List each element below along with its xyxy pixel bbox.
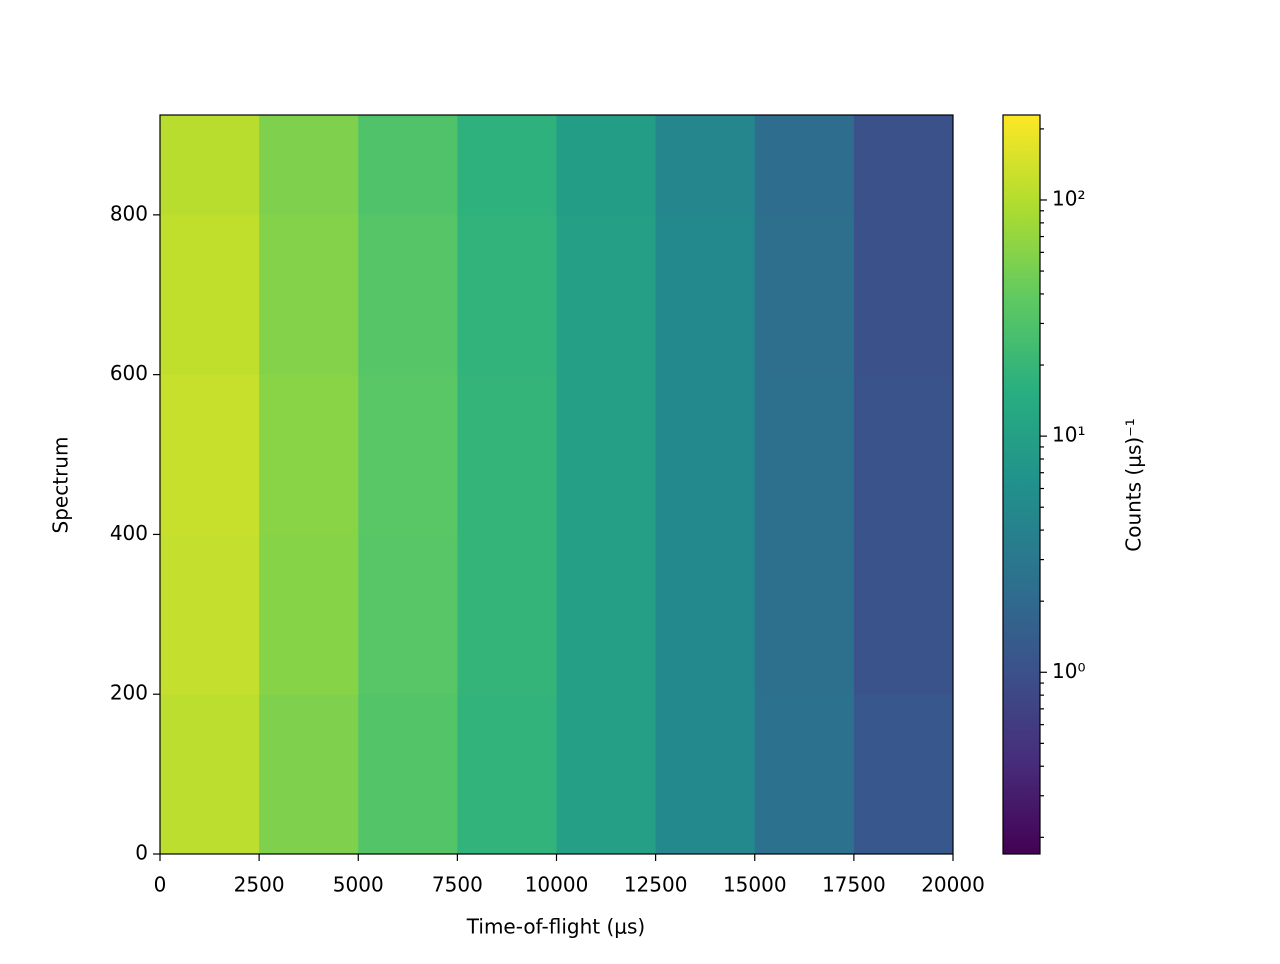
heatmap-cell: [457, 534, 557, 695]
x-axis-label: Time-of-flight (μs): [466, 915, 645, 939]
heatmap-cell: [358, 694, 458, 855]
heatmap-cell: [259, 694, 359, 855]
heatmap-cell: [853, 115, 954, 216]
heatmap-cell: [556, 115, 657, 216]
heatmap-cell: [358, 214, 458, 376]
colorbar-tick-label: 10¹: [1052, 423, 1085, 447]
heatmap-cell: [457, 694, 557, 855]
y-tick-label: 800: [110, 201, 148, 225]
heatmap-cell: [556, 694, 657, 855]
heatmap-cell: [655, 214, 756, 376]
heatmap-cell: [754, 534, 855, 695]
heatmap-cell: [457, 214, 557, 376]
heatmap-cell: [853, 694, 954, 855]
heatmap-cell: [853, 214, 954, 376]
heatmap-cell: [160, 374, 260, 535]
heatmap-cell: [259, 115, 359, 216]
x-tick-label: 15000: [723, 873, 787, 897]
x-tick-label: 2500: [234, 873, 285, 897]
heatmap-cell: [259, 374, 359, 535]
y-tick-label: 600: [110, 361, 148, 385]
heatmap-cell: [160, 214, 260, 376]
heatmap-cell: [556, 214, 657, 376]
heatmap-cell: [754, 694, 855, 855]
colorbar-tick-label: 10⁰: [1052, 659, 1085, 683]
x-tick-label: 7500: [432, 873, 483, 897]
x-tick-label: 0: [154, 873, 167, 897]
heatmap-cell: [457, 115, 557, 216]
x-tick-label: 20000: [921, 873, 985, 897]
heatmap-cell: [160, 694, 260, 855]
colorbar-label: Counts (μs)⁻¹: [1122, 418, 1146, 552]
heatmap-cell: [556, 374, 657, 535]
heatmap-cell: [358, 374, 458, 535]
heatmap-cell: [358, 115, 458, 216]
heatmap-cell: [754, 374, 855, 535]
heatmap-cell: [853, 374, 954, 535]
y-tick-label: 400: [110, 521, 148, 545]
heatmap-cell: [655, 534, 756, 695]
x-tick-label: 12500: [624, 873, 688, 897]
heatmap-cell: [655, 694, 756, 855]
colorbar-tick-label: 10²: [1052, 186, 1085, 210]
heatmap-cell: [655, 115, 756, 216]
heatmap-cell: [655, 374, 756, 535]
colorbar: [1002, 114, 1041, 855]
heatmap-cell: [457, 374, 557, 535]
heatmap-cell: [358, 534, 458, 695]
x-tick-label: 10000: [525, 873, 589, 897]
heatmap-cell: [754, 214, 855, 376]
heatmap-cell: [160, 115, 260, 216]
heatmap-cell: [259, 214, 359, 376]
heatmap-cell: [259, 534, 359, 695]
y-axis-label: Spectrum: [49, 437, 73, 534]
y-tick-label: 0: [135, 841, 148, 865]
heatmap-cell: [556, 534, 657, 695]
heatmap-cell: [853, 534, 954, 695]
x-tick-label: 5000: [333, 873, 384, 897]
x-tick-label: 17500: [822, 873, 886, 897]
y-tick-label: 200: [110, 681, 148, 705]
heatmap-cell: [160, 534, 260, 695]
heatmap-cell: [754, 115, 855, 216]
